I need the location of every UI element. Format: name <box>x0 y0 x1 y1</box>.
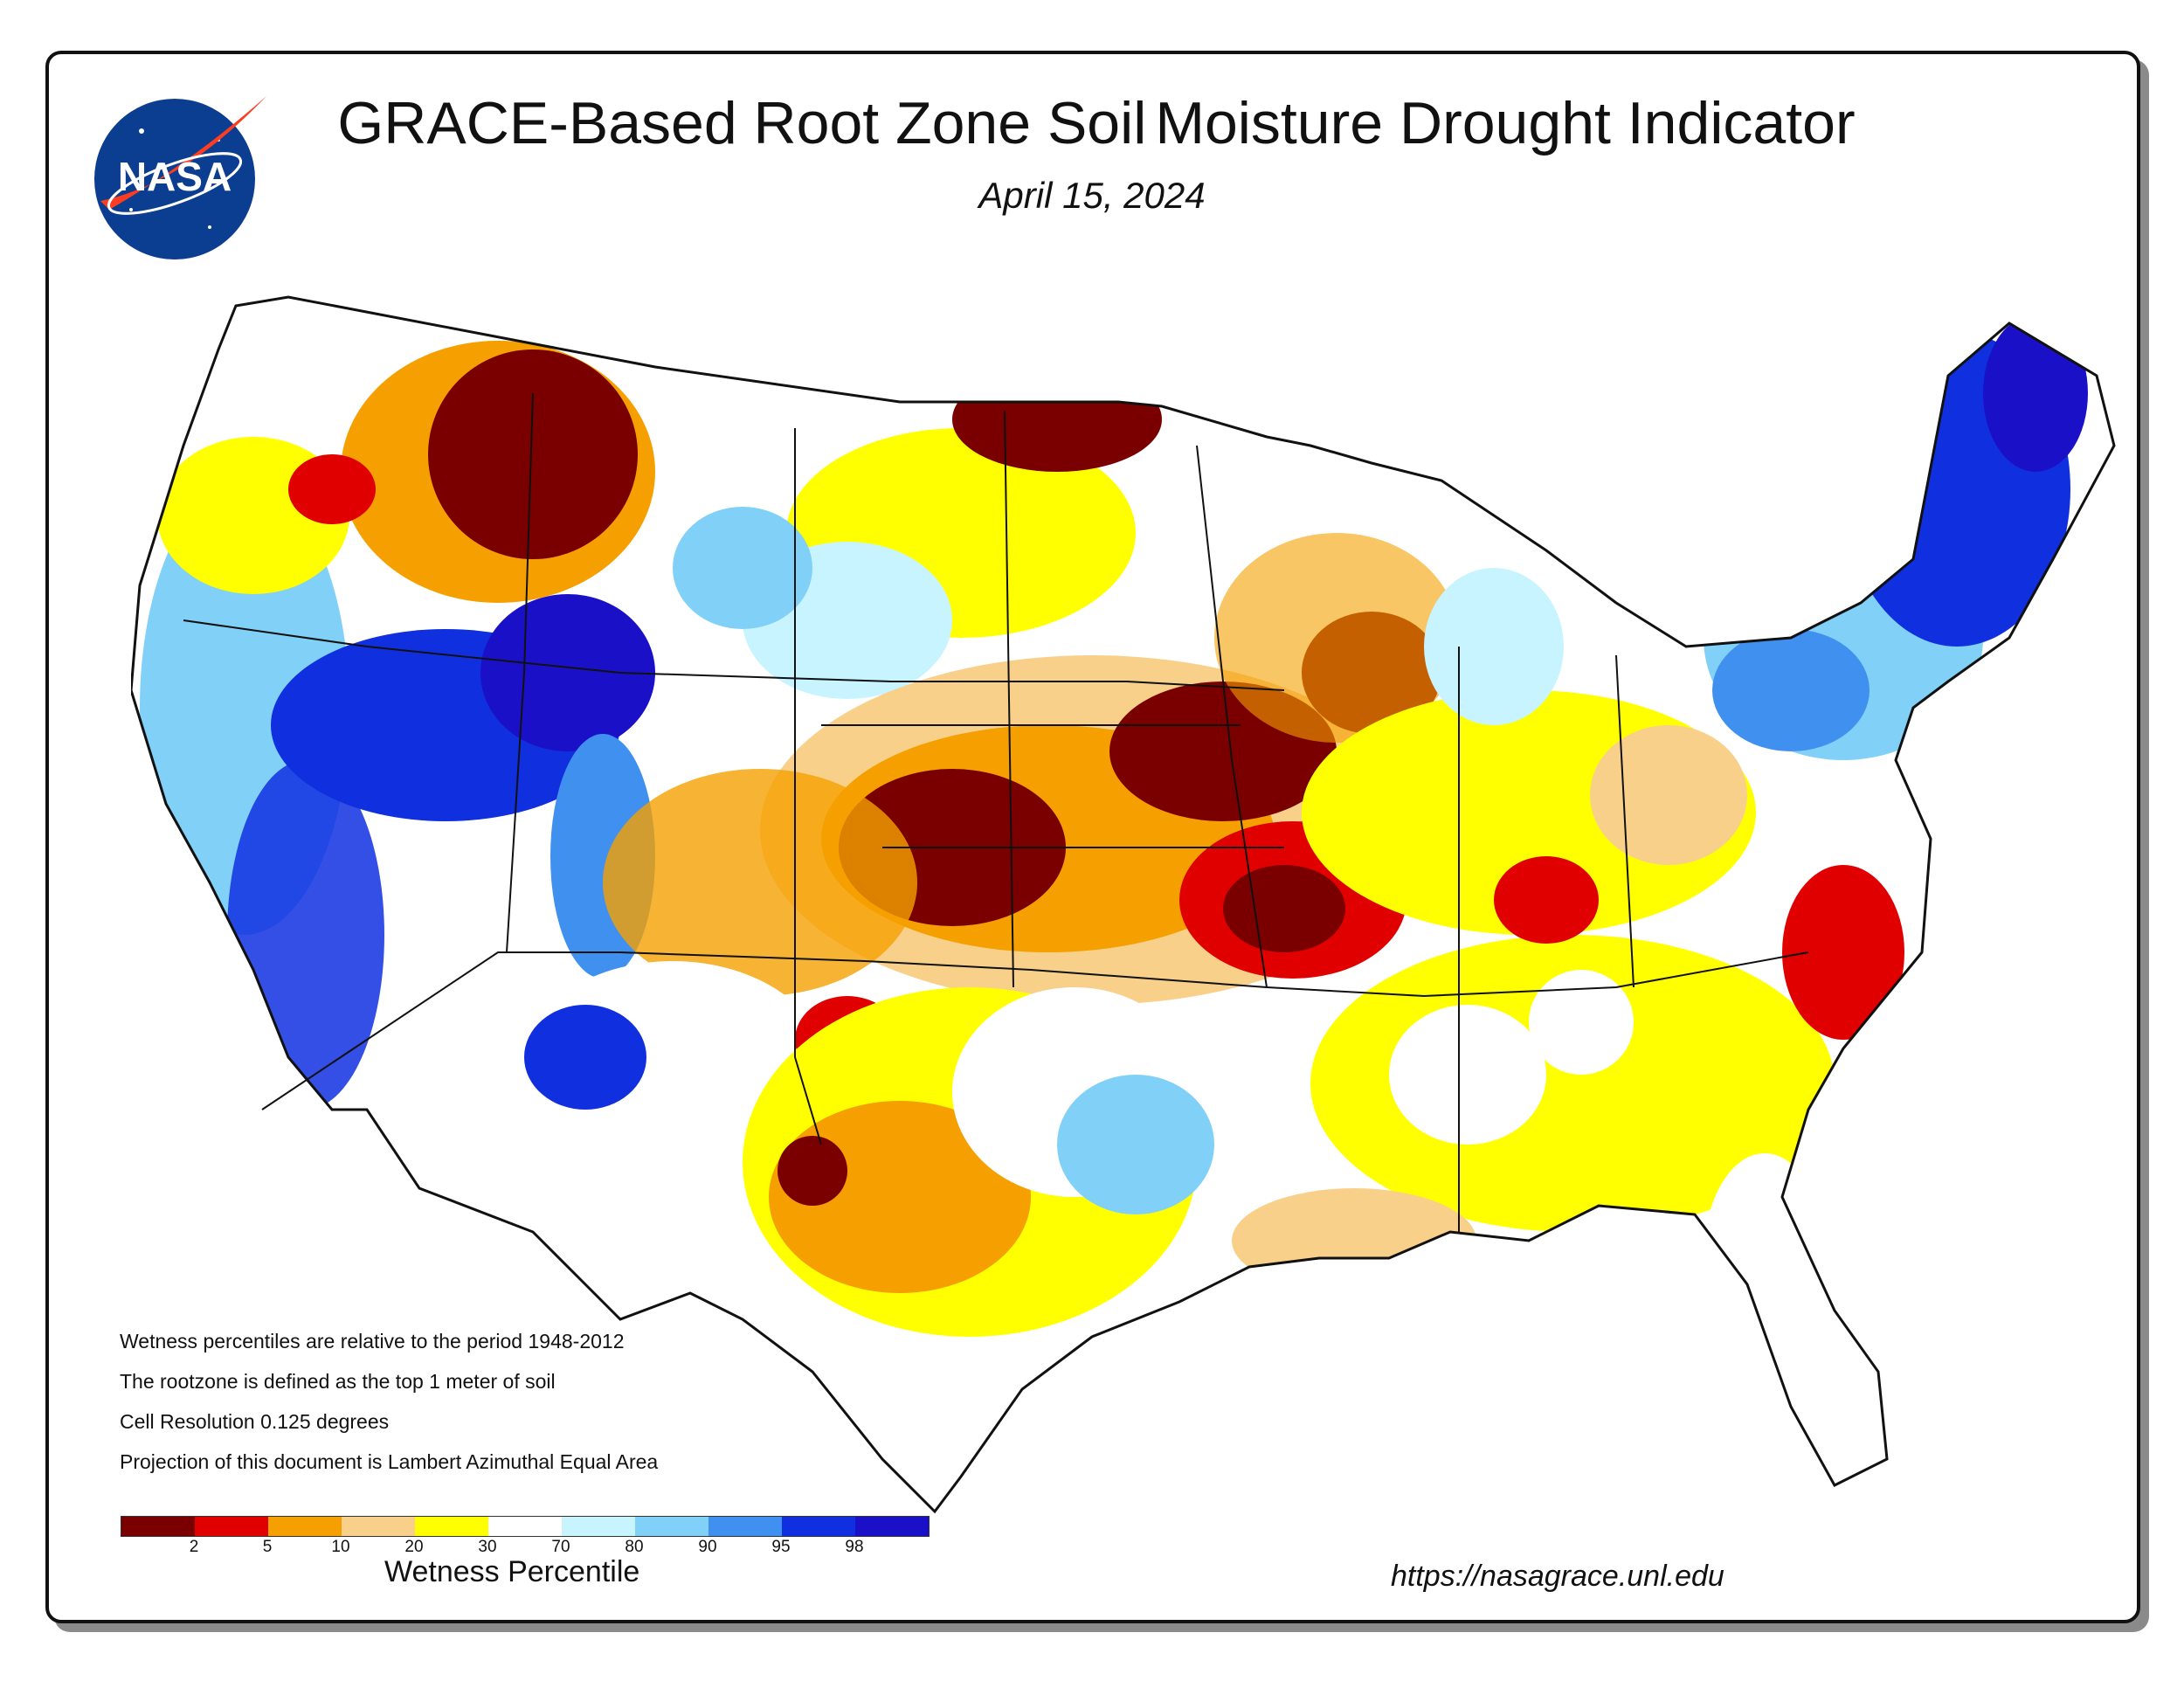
legend-tick-label: 5 <box>262 1538 273 1556</box>
legend-tick-label: 30 <box>478 1538 497 1556</box>
legend-tick-label: 98 <box>845 1538 864 1556</box>
legend-title: Wetness Percentile <box>384 1555 640 1588</box>
note-projection: Projection of this document is Lambert A… <box>120 1450 659 1473</box>
legend-swatch <box>121 1517 195 1536</box>
legend-swatch <box>635 1517 708 1536</box>
legend-tick-label: 20 <box>404 1538 424 1556</box>
legend-tick-label: 80 <box>625 1538 644 1556</box>
svg-text:NASA: NASA <box>118 154 232 199</box>
legend-swatch <box>782 1517 855 1536</box>
legend-color-bar <box>121 1516 930 1537</box>
legend-swatch <box>342 1517 415 1536</box>
legend-swatch <box>268 1517 342 1536</box>
note-resolution: Cell Resolution 0.125 degrees <box>120 1410 390 1433</box>
note-reference-period: Wetness percentiles are relative to the … <box>120 1330 625 1352</box>
legend-tick-label: 90 <box>698 1538 717 1556</box>
legend-swatch <box>195 1517 268 1536</box>
legend-tick-label: 10 <box>331 1538 350 1556</box>
map-notes: Wetness percentiles are relative to the … <box>120 1328 658 1489</box>
legend-ticks: 2 5 10 20 30 70 80 90 95 98 <box>121 1538 928 1564</box>
legend-swatch <box>708 1517 782 1536</box>
us-drought-map <box>131 295 2116 1514</box>
map-date: April 15, 2024 <box>978 175 1206 216</box>
note-rootzone: The rootzone is defined as the top 1 met… <box>120 1370 556 1393</box>
legend-swatch <box>855 1517 929 1536</box>
legend-tick-label: 70 <box>551 1538 570 1556</box>
map-title: GRACE-Based Root Zone Soil Moisture Droug… <box>337 90 1856 156</box>
legend-swatch <box>562 1517 635 1536</box>
state-borders <box>183 392 1809 1232</box>
legend-swatch <box>488 1517 562 1536</box>
source-url[interactable]: https://nasagrace.unl.edu <box>1391 1560 1724 1593</box>
legend-tick-label: 2 <box>189 1538 199 1556</box>
legend-tick-label: 95 <box>771 1538 791 1556</box>
nasa-logo: NASA <box>94 96 266 259</box>
legend-swatch <box>415 1517 488 1536</box>
